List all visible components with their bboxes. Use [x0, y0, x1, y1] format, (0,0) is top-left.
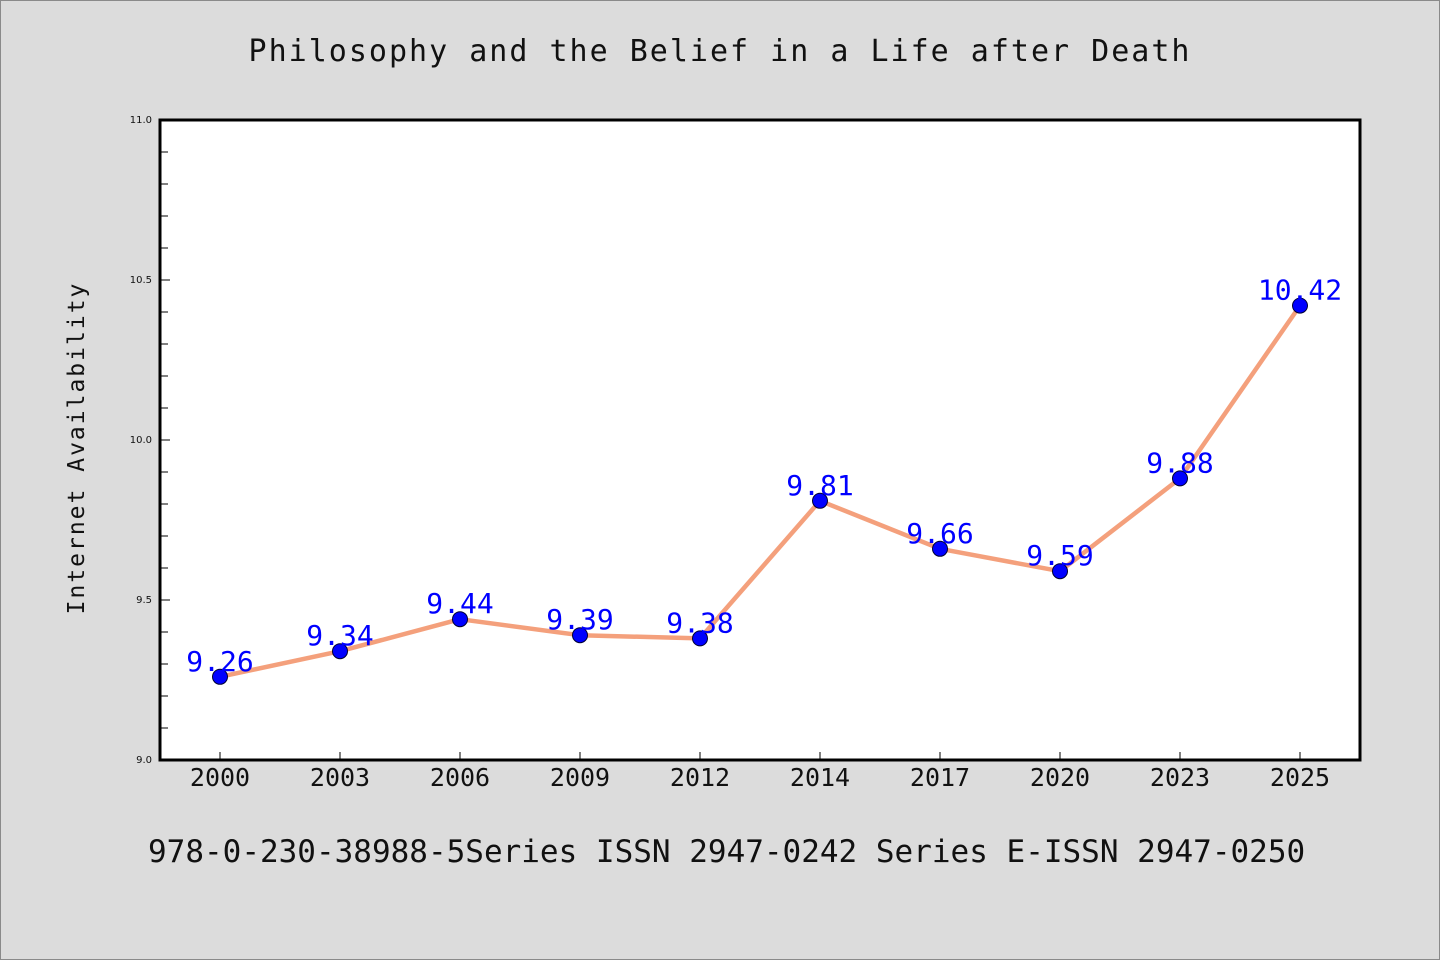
x-tick-label: 2020	[1030, 763, 1090, 792]
x-tick-label: 2009	[550, 763, 610, 792]
data-point	[452, 611, 468, 628]
y-tick-label: 10.0	[130, 435, 152, 446]
data-label: 9.38	[666, 606, 733, 639]
y-tick-label: 9.0	[136, 755, 152, 766]
data-label: 9.39	[546, 603, 613, 636]
data-label: 9.81	[786, 469, 853, 502]
series-line	[217, 303, 1303, 680]
data-point	[572, 627, 588, 644]
data-point	[932, 540, 948, 557]
x-tick-label: 2014	[790, 763, 850, 792]
plot-area	[158, 118, 1362, 762]
data-label: 9.34	[306, 619, 373, 652]
data-point	[332, 643, 348, 660]
y-tick-label: 9.5	[136, 595, 152, 606]
x-tick-label: 2000	[190, 763, 250, 792]
data-label: 9.59	[1026, 539, 1093, 572]
x-tick-label: 2012	[670, 763, 730, 792]
data-point	[1052, 563, 1068, 580]
isbn-issn-footnote: 978-0-230-38988-5Series ISSN 2947-0242 S…	[148, 834, 1306, 870]
data-label: 9.88	[1146, 446, 1213, 479]
data-point	[1172, 470, 1188, 487]
data-label: 10.42	[1258, 274, 1342, 307]
x-tick-label: 2017	[910, 763, 970, 792]
data-label: 9.26	[186, 645, 253, 678]
y-tick-label: 11.0	[130, 115, 152, 126]
data-point	[812, 492, 828, 509]
data-label: 9.44	[426, 587, 493, 620]
x-tick-label: 2003	[310, 763, 370, 792]
x-tick-label: 2023	[1150, 763, 1210, 792]
data-point	[212, 668, 228, 685]
y-tick-label: 10.5	[130, 275, 152, 286]
chart-title: Philosophy and the Belief in a Life afte…	[248, 34, 1192, 69]
data-label: 9.66	[906, 517, 973, 550]
data-point	[692, 630, 708, 647]
data-point	[1292, 297, 1308, 314]
x-tick-label: 2006	[430, 763, 490, 792]
x-tick-label: 2025	[1270, 763, 1330, 792]
